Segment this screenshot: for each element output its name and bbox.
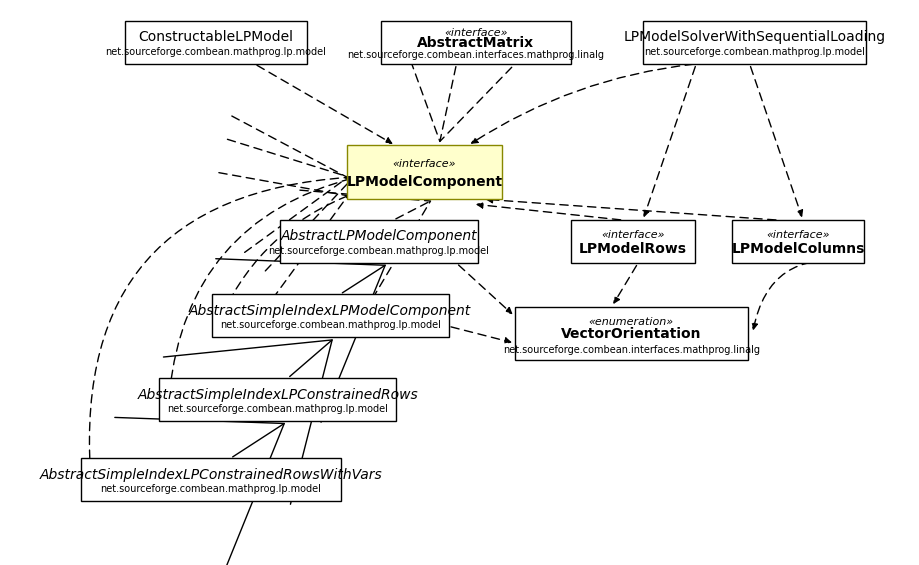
- Text: AbstractSimpleIndexLPConstrainedRows: AbstractSimpleIndexLPConstrainedRows: [138, 388, 418, 402]
- Text: «enumeration»: «enumeration»: [589, 316, 674, 327]
- Text: net.sourceforge.combean.interfaces.mathprog.linalg: net.sourceforge.combean.interfaces.mathp…: [347, 50, 605, 60]
- Text: net.sourceforge.combean.mathprog.lp.model: net.sourceforge.combean.mathprog.lp.mode…: [268, 246, 489, 256]
- Text: «interface»: «interface»: [444, 28, 507, 38]
- FancyBboxPatch shape: [571, 220, 696, 263]
- FancyBboxPatch shape: [212, 294, 448, 337]
- FancyBboxPatch shape: [732, 220, 864, 263]
- FancyBboxPatch shape: [125, 21, 307, 64]
- Text: LPModelComponent: LPModelComponent: [346, 175, 503, 189]
- Text: AbstractSimpleIndexLPConstrainedRowsWithVars: AbstractSimpleIndexLPConstrainedRowsWith…: [40, 468, 382, 482]
- FancyBboxPatch shape: [380, 21, 571, 64]
- Text: net.sourceforge.combean.mathprog.lp.model: net.sourceforge.combean.mathprog.lp.mode…: [106, 47, 326, 57]
- Text: «interface»: «interface»: [392, 159, 456, 170]
- Text: net.sourceforge.combean.mathprog.lp.model: net.sourceforge.combean.mathprog.lp.mode…: [167, 405, 389, 414]
- FancyBboxPatch shape: [515, 307, 748, 360]
- FancyBboxPatch shape: [346, 145, 502, 199]
- Text: net.sourceforge.combean.mathprog.lp.model: net.sourceforge.combean.mathprog.lp.mode…: [100, 484, 322, 494]
- Text: «interface»: «interface»: [601, 230, 664, 240]
- Text: net.sourceforge.combean.mathprog.lp.model: net.sourceforge.combean.mathprog.lp.mode…: [220, 320, 441, 331]
- FancyBboxPatch shape: [81, 458, 341, 501]
- Text: ConstructableLPModel: ConstructableLPModel: [138, 31, 293, 44]
- Text: LPModelRows: LPModelRows: [579, 242, 687, 257]
- Text: net.sourceforge.combean.interfaces.mathprog.linalg: net.sourceforge.combean.interfaces.mathp…: [503, 345, 760, 354]
- Text: AbstractLPModelComponent: AbstractLPModelComponent: [280, 229, 477, 244]
- Text: LPModelSolverWithSequentialLoading: LPModelSolverWithSequentialLoading: [623, 31, 886, 44]
- FancyBboxPatch shape: [279, 220, 478, 263]
- Text: LPModelColumns: LPModelColumns: [732, 242, 865, 257]
- FancyBboxPatch shape: [160, 379, 396, 421]
- FancyBboxPatch shape: [643, 21, 866, 64]
- Text: AbstractMatrix: AbstractMatrix: [417, 36, 535, 50]
- Text: VectorOrientation: VectorOrientation: [561, 328, 701, 341]
- Text: «interface»: «interface»: [766, 230, 830, 240]
- Text: net.sourceforge.combean.mathprog.lp.model: net.sourceforge.combean.mathprog.lp.mode…: [644, 47, 865, 57]
- Text: AbstractSimpleIndexLPModelComponent: AbstractSimpleIndexLPModelComponent: [189, 304, 471, 318]
